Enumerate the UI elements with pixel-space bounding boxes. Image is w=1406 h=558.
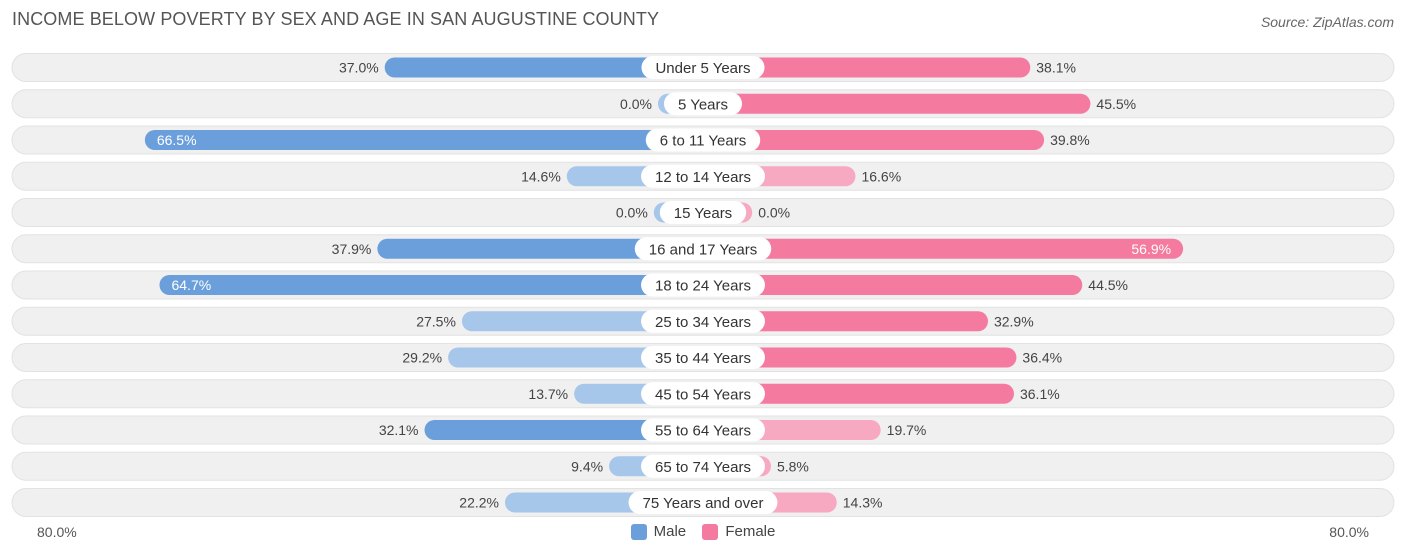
male-bar (384, 57, 703, 78)
axis-left-label: 80.0% (37, 524, 77, 540)
category-label: 15 Years (674, 205, 732, 222)
female-value-label: 56.9% (1131, 241, 1171, 257)
male-value-label: 32.1% (379, 422, 419, 438)
female-value-label: 44.5% (1088, 277, 1128, 293)
male-value-label: 0.0% (620, 96, 652, 112)
category-label-pill (641, 454, 765, 478)
legend-swatch-male (630, 523, 647, 540)
category-label: 25 to 34 Years (655, 314, 751, 331)
chart-area: Under 5 Years 37.0% 38.1% 5 Years 0.0% 45.5% 6… (11, 53, 1395, 517)
male-bar (144, 130, 704, 150)
female-value-label: 16.6% (861, 168, 901, 184)
female-bar (703, 383, 1014, 404)
legend-label-female: Female (725, 523, 776, 540)
category-label-pill (628, 491, 778, 514)
category-label: 35 to 44 Years (655, 350, 751, 367)
category-label-pill (641, 164, 765, 188)
legend-swatch-female (702, 523, 719, 540)
male-value-label: 9.4% (571, 458, 603, 474)
category-label-pill (641, 273, 765, 297)
male-value-label: 37.9% (332, 241, 372, 257)
category-label-pill (641, 309, 765, 333)
male-value-label: 37.0% (339, 60, 379, 76)
category-label: 55 to 64 Years (655, 423, 751, 440)
male-bar (424, 420, 703, 440)
female-value-label: 32.9% (994, 313, 1034, 329)
female-value-label: 5.8% (777, 458, 809, 474)
category-label-pill (634, 237, 772, 261)
female-value-label: 19.7% (887, 422, 927, 438)
axis-right-label: 80.0% (1329, 524, 1369, 540)
female-value-label: 45.5% (1096, 96, 1136, 112)
legend-label-male: Male (653, 523, 687, 540)
legend-item-female[interactable]: Female (702, 523, 775, 540)
category-label-pill (645, 128, 761, 152)
male-value-label: 22.2% (459, 495, 499, 511)
female-value-label: 36.4% (1022, 350, 1062, 366)
female-bar (703, 238, 1184, 259)
female-bar (703, 130, 1045, 150)
category-label: 75 Years and over (643, 495, 764, 512)
category-label: 5 Years (678, 96, 728, 113)
category-label-pill (641, 346, 765, 369)
male-bar (159, 275, 703, 295)
chart-title: INCOME BELOW POVERTY BY SEX AND AGE IN S… (12, 9, 660, 29)
female-bar (703, 93, 1091, 114)
category-label: Under 5 Years (655, 60, 750, 77)
female-bar (703, 57, 1031, 78)
male-value-label: 64.7% (171, 277, 211, 293)
legend: Male Female (0, 523, 1406, 544)
female-bar (703, 347, 1017, 368)
category-label: 65 to 74 Years (655, 459, 751, 476)
category-label: 45 to 54 Years (655, 386, 751, 403)
category-label: 6 to 11 Years (660, 133, 746, 150)
female-value-label: 39.8% (1050, 132, 1090, 148)
male-bar (377, 238, 703, 259)
male-value-label: 13.7% (528, 386, 568, 402)
male-value-label: 29.2% (402, 350, 442, 366)
female-value-label: 36.1% (1020, 386, 1060, 402)
male-value-label: 14.6% (521, 168, 561, 184)
female-value-label: 14.3% (843, 495, 883, 511)
female-bar (703, 275, 1083, 295)
male-bar (448, 347, 703, 368)
category-label: 18 to 24 Years (655, 278, 751, 295)
category-label-pill (659, 201, 747, 224)
source-label: Source: ZipAtlas.com (1260, 14, 1394, 30)
category-label: 16 and 17 Years (649, 241, 757, 258)
category-label-pill (641, 56, 765, 79)
male-value-label: 27.5% (416, 313, 456, 329)
male-value-label: 66.5% (157, 132, 197, 148)
category-label-pill (641, 382, 765, 406)
female-value-label: 0.0% (758, 205, 790, 221)
legend-item-male[interactable]: Male (630, 523, 687, 540)
female-value-label: 38.1% (1036, 60, 1076, 76)
female-bar (703, 311, 988, 332)
category-label-pill (663, 92, 743, 116)
male-value-label: 0.0% (616, 205, 648, 221)
category-label-pill (641, 418, 765, 442)
category-label: 12 to 14 Years (655, 169, 751, 186)
